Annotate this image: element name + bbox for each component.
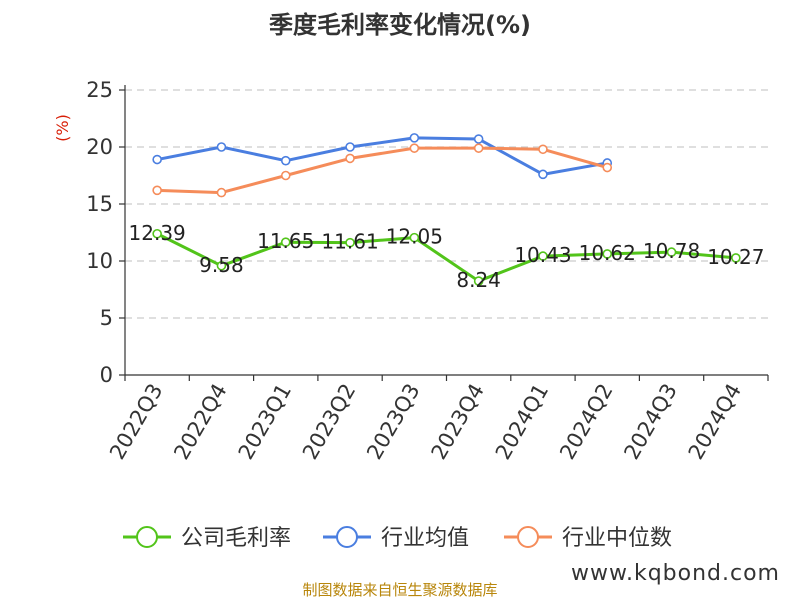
axes — [119, 85, 769, 381]
data-point[interactable] — [345, 142, 355, 152]
data-point[interactable] — [538, 251, 548, 261]
data-point[interactable] — [216, 187, 227, 198]
data-point[interactable] — [152, 185, 162, 196]
data-point[interactable] — [345, 237, 355, 248]
data-label: 12.05 — [386, 225, 443, 249]
data-label: 11.61 — [321, 230, 378, 254]
data-point[interactable] — [473, 143, 484, 153]
legend-item-0[interactable]: 公司毛利率 — [123, 526, 291, 551]
data-point[interactable] — [152, 154, 162, 165]
data-point[interactable] — [602, 162, 613, 173]
legend[interactable]: 公司毛利率 行业均值 行业中位数 — [123, 526, 672, 551]
watermark: www.kqbond.com — [571, 561, 780, 586]
y-tick-label: 20 — [86, 135, 113, 159]
legend-item-1[interactable]: 行业均值 — [323, 526, 469, 551]
legend-label: 公司毛利率 — [181, 526, 291, 551]
legend-label: 行业均值 — [381, 526, 469, 551]
data-label: 10.78 — [643, 239, 700, 263]
y-tick-label: 0 — [100, 363, 113, 387]
source-note: 制图数据来自恒生聚源数据库 — [302, 581, 497, 599]
legend-marker — [517, 526, 539, 548]
data-point[interactable] — [666, 247, 677, 257]
x-tick-labels: 2022Q3 2022Q4 2023Q1 2023Q2 2023Q3 2023Q4 2024… — [105, 380, 746, 464]
data-label: 12.39 — [129, 221, 186, 245]
data-label: 9.58 — [199, 253, 244, 277]
x-tick-label: 2023Q4 — [427, 380, 489, 464]
data-label: 10.27 — [707, 245, 764, 269]
x-tick-label: 2022Q3 — [105, 380, 167, 464]
y-tick-label: 25 — [86, 78, 113, 102]
y-axis-unit: (%) — [53, 114, 72, 142]
legend-marker — [136, 526, 158, 548]
data-point[interactable] — [216, 142, 227, 152]
x-tick-label: 2024Q1 — [491, 380, 553, 464]
y-tick-labels: 0 5 10 15 20 25 — [86, 78, 113, 387]
x-tick-label: 2024Q2 — [555, 380, 617, 464]
data-point[interactable] — [280, 155, 291, 166]
data-point[interactable] — [602, 249, 613, 259]
legend-marker — [336, 526, 358, 548]
y-tick-label: 5 — [100, 306, 113, 330]
data-point[interactable] — [280, 170, 291, 181]
y-tick-label: 10 — [86, 249, 113, 273]
chart-title: 季度毛利率变化情况(%) — [269, 11, 531, 39]
data-point[interactable] — [409, 232, 420, 243]
data-point[interactable] — [409, 143, 420, 153]
series-line-1 — [156, 136, 608, 176]
data-point[interactable] — [280, 237, 291, 247]
series-line-0 — [156, 232, 736, 283]
x-tick-label: 2022Q4 — [169, 380, 231, 464]
data-point[interactable] — [538, 144, 548, 155]
x-tick-label: 2024Q4 — [684, 380, 746, 464]
legend-item-2[interactable]: 行业中位数 — [504, 526, 672, 551]
data-point[interactable] — [152, 228, 162, 239]
data-label: 11.65 — [257, 229, 314, 253]
x-tick-label: 2023Q2 — [298, 380, 360, 464]
data-point[interactable] — [216, 260, 227, 271]
data-label: 8.24 — [456, 268, 501, 292]
data-point[interactable] — [473, 276, 484, 286]
data-point[interactable] — [731, 253, 741, 263]
series-line-2 — [157, 146, 608, 195]
x-tick-label: 2023Q1 — [234, 380, 296, 464]
data-labels: 12.39 9.58 11.65 11.61 12.05 8.24 10.43 10.62 10… — [129, 221, 765, 292]
data-point[interactable] — [538, 169, 548, 180]
data-label: 10.62 — [579, 241, 636, 265]
data-point[interactable] — [473, 134, 484, 144]
legend-label: 行业中位数 — [562, 526, 672, 551]
data-label: 10.43 — [514, 243, 571, 267]
series-group — [152, 133, 741, 286]
x-tick-label: 2024Q3 — [619, 380, 681, 464]
x-tick-label: 2023Q3 — [362, 380, 424, 464]
data-point[interactable] — [345, 153, 355, 164]
grid-lines — [125, 89, 768, 319]
data-point[interactable] — [409, 133, 420, 143]
y-tick-label: 15 — [86, 192, 113, 216]
